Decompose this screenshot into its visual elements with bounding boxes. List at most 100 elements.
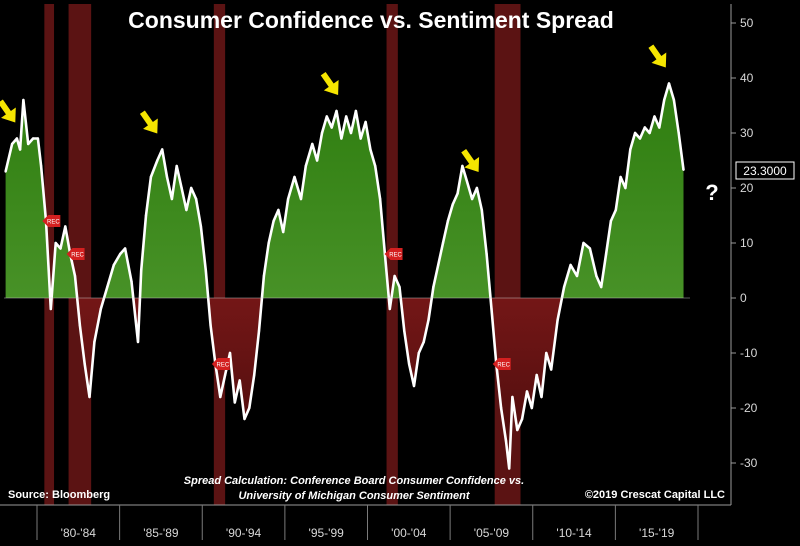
peak-arrow-shape-2 [139, 110, 158, 134]
data-point-107 [525, 390, 529, 393]
data-point-125 [624, 186, 627, 190]
data-point-109 [535, 373, 538, 377]
data-point-96 [475, 186, 479, 190]
data-point-81 [403, 329, 406, 333]
data-point-116 [575, 274, 579, 278]
recession-tag-5: REC [492, 358, 511, 370]
data-point-33 [165, 175, 169, 179]
data-point-130 [648, 131, 651, 135]
data-point-62 [311, 142, 314, 146]
data-point-75 [374, 164, 377, 168]
data-point-120 [600, 285, 603, 289]
recession-tag-shape-4 [384, 248, 403, 260]
data-point-68 [340, 137, 343, 140]
data-point-82 [407, 362, 411, 366]
data-point-99 [490, 307, 493, 311]
data-point-137 [682, 168, 685, 171]
data-point-14 [64, 225, 67, 228]
y-tick-label-5: 10 [740, 236, 754, 250]
data-point-65 [325, 115, 328, 118]
data-point-93 [461, 164, 464, 168]
data-point-4 [18, 148, 22, 151]
data-point-36 [180, 186, 183, 190]
data-point-90 [446, 219, 450, 223]
data-point-42 [209, 324, 212, 327]
data-point-124 [619, 175, 622, 179]
y-tick-label-7: -10 [740, 346, 758, 360]
data-point-57 [282, 230, 285, 234]
data-point-5 [22, 98, 25, 102]
data-point-38 [190, 186, 193, 190]
data-point-19 [88, 395, 91, 399]
data-point-46 [228, 351, 232, 355]
recession-tag-2: REC [66, 248, 85, 260]
data-point-135 [672, 98, 676, 102]
data-point-105 [516, 428, 519, 432]
data-point-115 [569, 263, 572, 267]
data-point-28 [140, 269, 143, 272]
data-point-56 [277, 208, 280, 212]
data-point-20 [93, 340, 96, 344]
data-point-111 [545, 351, 548, 355]
data-point-83 [412, 384, 416, 388]
data-point-6 [27, 142, 30, 146]
question-mark: ? [705, 180, 718, 205]
footnote-line-1: Spread Calculation: Conference Board Con… [184, 475, 524, 487]
data-point-7 [31, 137, 35, 140]
data-point-34 [170, 197, 174, 201]
recession-tag-shape-5 [492, 358, 511, 370]
data-point-73 [364, 120, 367, 124]
recession-tag-text-1: REC [47, 220, 60, 226]
area-fills [5, 83, 684, 469]
data-point-50 [248, 406, 251, 410]
data-point-31 [156, 159, 159, 162]
data-point-133 [663, 98, 666, 102]
data-point-70 [349, 131, 353, 135]
period-labels: '80-'84 '85-'89 '90-'94 '95-'99 '00-'04 '05-'… [36, 505, 699, 540]
period-label-4: '95-'99 [309, 526, 345, 540]
data-point-21 [99, 307, 103, 311]
data-point-47 [233, 401, 236, 404]
data-point-91 [451, 203, 454, 206]
peak-arrow-shape-5 [648, 44, 667, 68]
data-point-101 [499, 406, 503, 410]
data-point-8 [36, 137, 40, 140]
y-tick-label-6: 0 [740, 291, 747, 305]
data-point-114 [562, 285, 566, 289]
data-point-103 [508, 467, 511, 470]
data-point-76 [378, 197, 382, 201]
data-point-40 [199, 225, 203, 228]
y-tick-label-4: 20 [740, 181, 754, 195]
period-label-1: '80-'84 [61, 526, 97, 540]
data-point-23 [112, 263, 116, 267]
data-point-26 [130, 280, 133, 283]
peak-arrow-shape-3 [320, 71, 339, 95]
data-point-113 [556, 318, 559, 322]
recession-tag-shape-3 [211, 358, 230, 370]
peak-arrow-4 [461, 148, 480, 172]
y-tick-label-8: -20 [740, 401, 758, 415]
y-axis-ticks: 50 40 30 20 10 0 -10 -20 -30 [731, 16, 758, 470]
recession-tags: REC REC REC REC REC [42, 215, 511, 370]
data-point-134 [667, 82, 671, 85]
recession-tag-3: REC [211, 358, 230, 370]
data-point-129 [643, 126, 646, 129]
data-point-86 [427, 318, 430, 322]
data-point-87 [432, 285, 435, 289]
data-point-44 [219, 395, 222, 399]
data-point-108 [530, 406, 533, 410]
data-point-13 [59, 247, 62, 250]
data-point-9 [39, 164, 43, 168]
peak-arrow-shape-4 [461, 148, 480, 172]
data-point-126 [629, 148, 632, 151]
source-label: Source: Bloomberg [8, 489, 110, 501]
data-point-58 [286, 197, 290, 201]
data-point-71 [354, 109, 358, 113]
footnote-line-2: University of Michigan Consumer Sentimen… [238, 490, 470, 502]
y-tick-label-3: 30 [740, 126, 754, 140]
peak-arrow-3 [320, 71, 339, 95]
data-point-84 [417, 351, 420, 355]
period-label-8: '15-'19 [639, 526, 675, 540]
data-point-63 [315, 159, 319, 162]
data-point-80 [398, 285, 401, 289]
